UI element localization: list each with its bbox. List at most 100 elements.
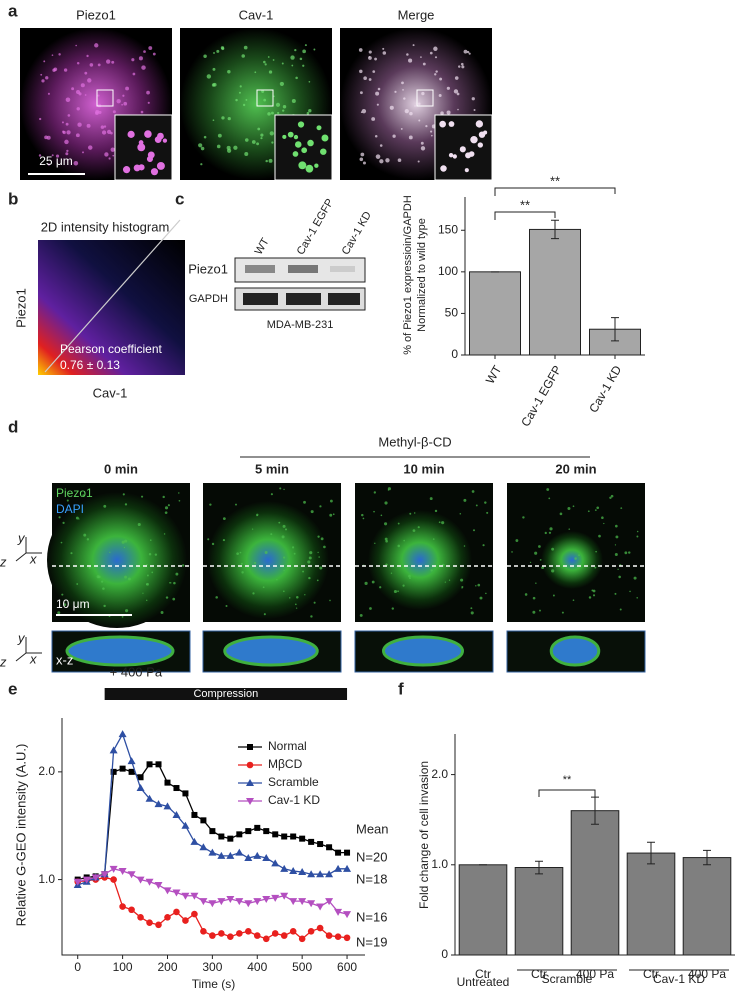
speckle (636, 530, 639, 533)
stat-name: Pearson coefficient (60, 342, 163, 356)
speckle (178, 492, 180, 494)
marker (172, 889, 181, 897)
speckle (38, 154, 42, 157)
speckle (397, 544, 401, 548)
speckle (539, 558, 542, 561)
images (20, 28, 646, 673)
speckle (175, 572, 179, 576)
x-label: Time (s) (192, 977, 236, 991)
group-label: Untreated (457, 975, 510, 989)
compression-label: Compression (193, 688, 258, 700)
speckle (276, 579, 278, 581)
speckle (614, 544, 617, 546)
marker (280, 864, 289, 872)
speckle (601, 516, 604, 520)
x-tick-label: Ctr (643, 967, 659, 981)
speckle (567, 507, 571, 511)
stain-label: DAPI (56, 502, 84, 516)
speckle (432, 538, 435, 540)
speckle (385, 158, 390, 163)
marker (109, 865, 118, 873)
speckle (463, 49, 468, 54)
speckle (41, 79, 45, 83)
speckle (156, 161, 165, 170)
speckle (272, 59, 275, 61)
speckle (267, 56, 270, 58)
x-tick-label: 400 (247, 960, 267, 974)
speckle (374, 542, 376, 545)
marker (253, 898, 262, 906)
speckle (96, 575, 100, 579)
speckle (548, 497, 551, 500)
speckle (241, 54, 245, 58)
group-label: Scramble (542, 972, 593, 986)
speckle (83, 533, 87, 537)
speckle (384, 522, 388, 526)
speckle (65, 97, 71, 103)
legend-label: Cav-1 KD (268, 793, 320, 807)
speckle (46, 135, 51, 140)
speckle (207, 538, 210, 541)
speckle (125, 609, 129, 613)
speckle (125, 86, 129, 91)
speckle (146, 563, 148, 566)
speckle (70, 552, 73, 555)
speckle (127, 577, 131, 581)
speckle (293, 552, 296, 555)
speckle (574, 557, 577, 560)
speckle (294, 48, 297, 52)
speckle (109, 551, 111, 553)
marker (308, 838, 315, 845)
speckle (538, 545, 541, 548)
speckle (633, 576, 637, 580)
speckle (242, 103, 246, 107)
speckle (515, 539, 519, 542)
speckle (238, 91, 241, 94)
speckle (511, 551, 513, 553)
speckle (51, 154, 54, 157)
band (328, 293, 360, 305)
speckle (375, 154, 381, 159)
speckle (364, 581, 368, 585)
speckle (215, 596, 218, 599)
speckle (251, 140, 256, 144)
speckle (308, 80, 311, 83)
speckle (457, 108, 459, 111)
speckle (318, 556, 320, 558)
speckle (468, 151, 475, 157)
speckle (614, 552, 618, 556)
marker (173, 908, 180, 916)
speckle (143, 50, 146, 53)
marker (146, 761, 153, 768)
marker (217, 851, 226, 859)
cell (368, 510, 472, 610)
marker (335, 849, 342, 856)
speckle (152, 52, 156, 56)
error-whisker (591, 796, 599, 825)
speckle (391, 607, 394, 610)
speckle (382, 51, 387, 55)
marker (280, 892, 289, 900)
marker (164, 779, 171, 786)
speckle (429, 497, 433, 501)
speckle (124, 503, 128, 506)
speckle (263, 60, 266, 64)
speckle (106, 129, 112, 135)
marker (110, 768, 117, 775)
marker (334, 864, 343, 872)
speckle (615, 524, 618, 528)
speckle (477, 583, 481, 587)
speckle (308, 556, 312, 560)
speckle (420, 141, 424, 145)
marker (299, 835, 306, 842)
speckle (102, 587, 105, 590)
speckle (295, 76, 298, 80)
speckle (146, 155, 154, 163)
speckle (225, 604, 228, 607)
n-label: N=19 (356, 934, 387, 949)
speckle (165, 596, 169, 599)
x-label: Cav-1 (93, 385, 128, 400)
speckle (98, 110, 102, 114)
speckle (260, 133, 264, 137)
speckle (387, 489, 390, 491)
